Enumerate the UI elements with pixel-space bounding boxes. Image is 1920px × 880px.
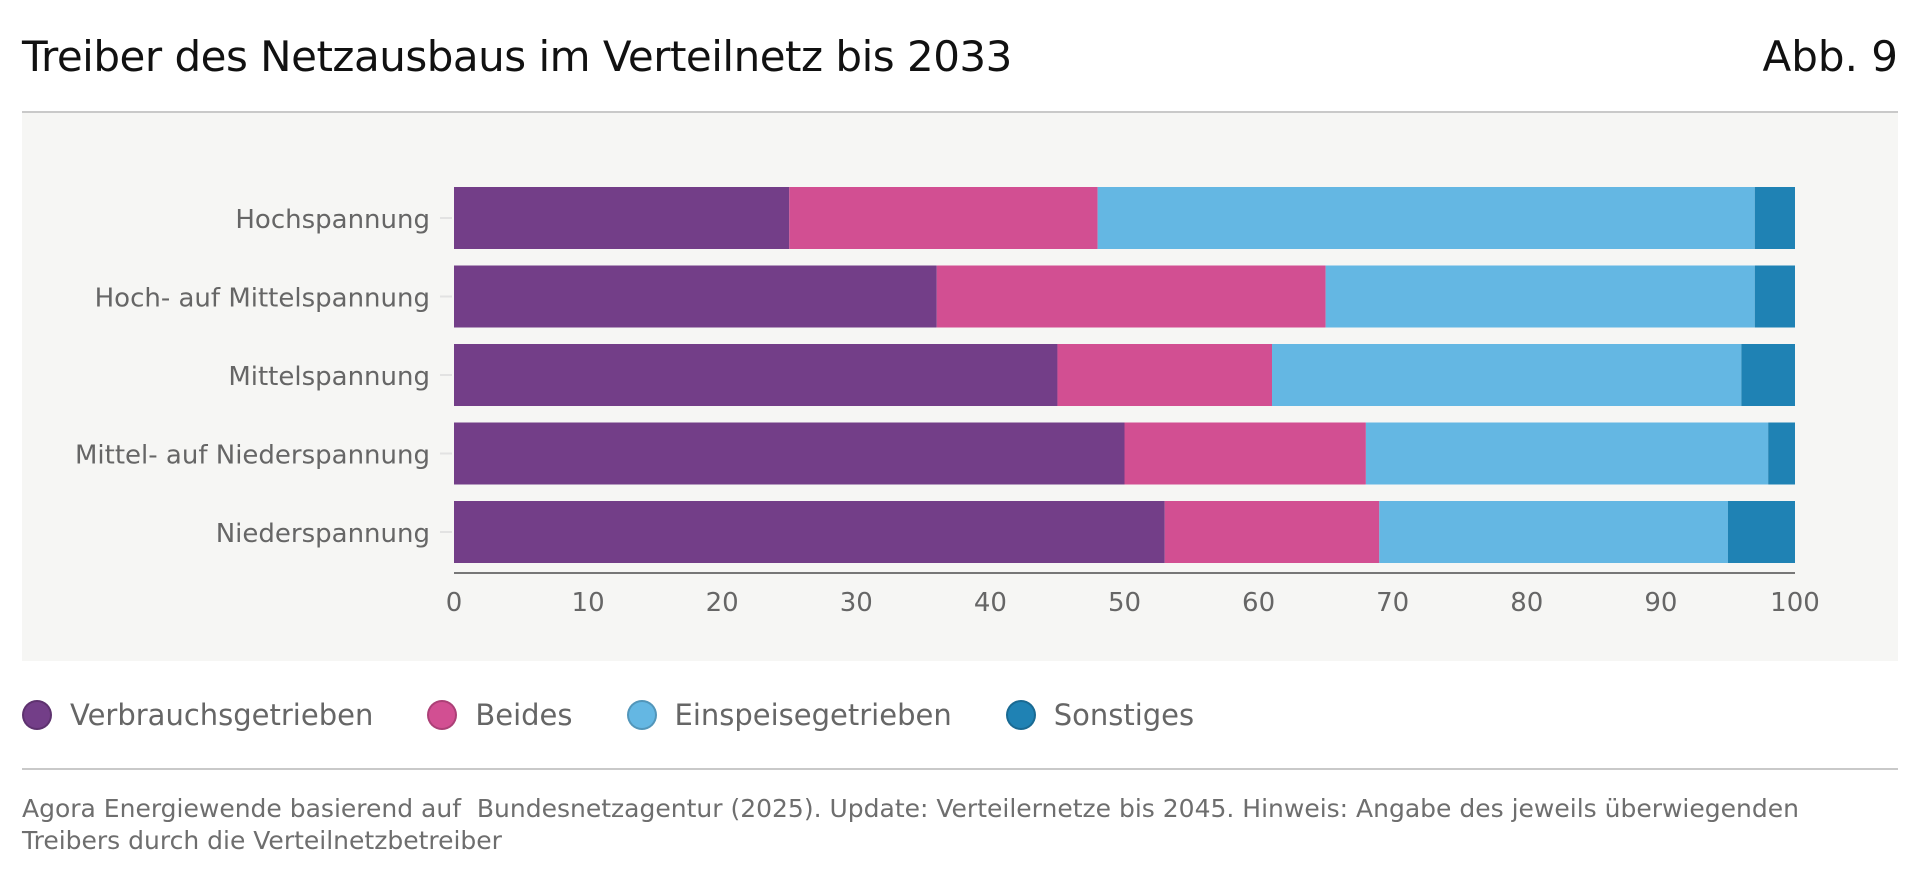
category-label-hoch-auf-mittelspannung: Hoch- auf Mittelspannung — [95, 284, 430, 314]
legend-item: Beides — [427, 698, 573, 732]
legend-item: Sonstiges — [1005, 698, 1195, 732]
x-tick-label-60: 60 — [1242, 588, 1275, 618]
bar-einspeisegetrieben-niederspannung — [1379, 501, 1728, 563]
chart-panel: Hochspannung Hoch- auf Mittelspannung Mitt… — [22, 113, 1898, 661]
x-tick-label-30: 30 — [840, 588, 873, 618]
bar-verbrauchsgetrieben-mittelspannung — [454, 344, 1058, 406]
x-tick-label-80: 80 — [1510, 588, 1543, 618]
x-tick-label-100: 100 — [1770, 588, 1820, 618]
x-tick-label-0: 0 — [446, 588, 463, 618]
legend-label: Sonstiges — [1053, 698, 1195, 732]
x-tick-label-90: 90 — [1644, 588, 1677, 618]
chart-title: Treiber des Netzausbaus im Verteilnetz b… — [22, 32, 1012, 81]
bar-verbrauchsgetrieben-niederspannung — [454, 501, 1165, 563]
legend-swatch — [626, 700, 657, 730]
bar-sonstiges-mittelspannung — [1741, 344, 1795, 406]
x-tick-label-10: 10 — [572, 588, 605, 618]
bar-beides-niederspannung — [1164, 501, 1380, 563]
bar-verbrauchsgetrieben-hoch-auf-mittelspannung — [454, 265, 937, 328]
legend-label: Einspeisegetrieben — [674, 698, 952, 732]
x-tick-label-50: 50 — [1108, 588, 1141, 618]
bottom-divider — [22, 768, 1898, 770]
bar-verbrauchsgetrieben-mittel-auf-niederspannung — [454, 422, 1125, 485]
header: Treiber des Netzausbaus im Verteilnetz b… — [22, 28, 1898, 84]
category-label-hochspannung: Hochspannung — [235, 205, 430, 235]
category-label-niederspannung: Niederspannung — [216, 519, 430, 549]
category-label-mittel-auf-niederspannung: Mittel- auf Niederspannung — [75, 441, 430, 471]
legend-item: Verbrauchsgetrieben — [22, 698, 373, 732]
bar-sonstiges-niederspannung — [1727, 501, 1795, 563]
x-tick-label-40: 40 — [974, 588, 1007, 618]
x-tick-label-70: 70 — [1376, 588, 1409, 618]
legend-swatch — [427, 700, 458, 730]
bar-einspeisegetrieben-hochspannung — [1097, 187, 1755, 249]
x-tick-label-20: 20 — [706, 588, 739, 618]
legend-label: Beides — [475, 698, 573, 732]
bar-einspeisegetrieben-mittelspannung — [1272, 344, 1742, 406]
category-label-mittelspannung: Mittelspannung — [228, 362, 430, 392]
figure-number: Abb. 9 — [1762, 32, 1898, 81]
bar-einspeisegetrieben-hoch-auf-mittelspannung — [1325, 265, 1755, 328]
legend-label: Verbrauchsgetrieben — [70, 698, 374, 732]
bar-verbrauchsgetrieben-hochspannung — [454, 187, 790, 249]
bar-beides-hochspannung — [789, 187, 1098, 249]
stacked-bar-chart: Hochspannung Hoch- auf Mittelspannung Mitt… — [75, 187, 1820, 618]
legend-swatch — [1005, 700, 1036, 730]
legend: Verbrauchsgetrieben Beides Einspeisegetrie… — [22, 695, 1248, 735]
bar-einspeisegetrieben-mittel-auf-niederspannung — [1365, 422, 1769, 485]
bar-beides-hoch-auf-mittelspannung — [936, 265, 1326, 328]
bar-sonstiges-mittel-auf-niederspannung — [1768, 422, 1795, 485]
bar-sonstiges-hochspannung — [1754, 187, 1795, 249]
bar-beides-mittelspannung — [1057, 344, 1273, 406]
bar-sonstiges-hoch-auf-mittelspannung — [1754, 265, 1795, 328]
bar-beides-mittel-auf-niederspannung — [1124, 422, 1366, 485]
legend-swatch — [22, 700, 52, 730]
legend-item: Einspeisegetrieben — [626, 698, 952, 732]
top-divider — [22, 111, 1898, 113]
source-note: Agora Energiewende basierend auf Bundesn… — [22, 794, 1807, 855]
